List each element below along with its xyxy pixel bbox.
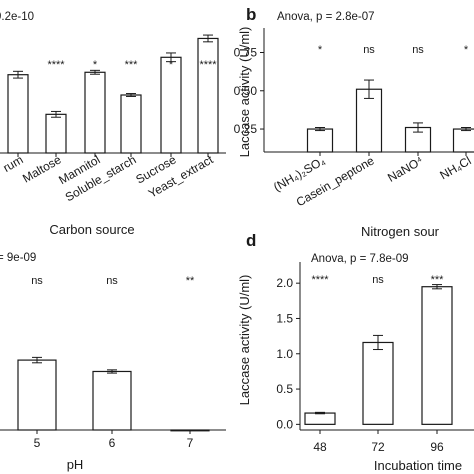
significance-label: ns [372, 274, 384, 286]
anova-annotation: Anova, p = 2.8e-07 [277, 11, 375, 23]
significance-label: **** [199, 59, 217, 71]
x-tick-label: NH₄Cl [437, 153, 473, 182]
panel-2: 0.250.500.75 *(NH₄)₂SO₄nsCasein_peptonens… [234, 5, 474, 239]
bar [45, 113, 67, 154]
significance-label: * [169, 59, 174, 71]
y-tick-label: 0.0 [276, 417, 293, 431]
significance-label: **** [311, 274, 329, 286]
y-tick-label: 1.0 [276, 347, 293, 361]
x-tick-label: 96 [430, 440, 444, 454]
significance-label: ns [106, 275, 118, 287]
panel-letter: b [246, 5, 256, 24]
bar [421, 286, 453, 425]
y-tick-label: 2.0 [276, 276, 293, 290]
anova-annotation: = 9e-09 [0, 252, 36, 264]
x-tick-label: Maltose [20, 152, 64, 185]
x-axis-title: Nitrogen sour [361, 224, 440, 239]
x-tick-label: 7 [187, 436, 194, 450]
bar [160, 56, 182, 154]
bar [306, 128, 334, 153]
bar [17, 359, 57, 431]
anova-annotation: Anova, p = 7.8e-09 [311, 253, 409, 265]
significance-label: ** [186, 275, 195, 287]
y-axis-title: Laccase activity (U/ml) [237, 275, 252, 406]
panel-1: rum****Maltose*Mannitol***Soluble_starch… [0, 11, 226, 237]
x-tick-label: 48 [313, 440, 327, 454]
bar [120, 94, 142, 154]
panel-4: 0.0 0.5 1.0 1.5 2.0 **** 48 ns 72 *** 96 Anova, p =… [237, 231, 474, 473]
x-tick-label: 72 [371, 440, 385, 454]
bar [452, 128, 474, 153]
bar [197, 37, 219, 154]
y-tick-label: 0.25 [234, 122, 258, 136]
x-axis-title: pH [67, 457, 84, 472]
significance-label: * [318, 44, 323, 56]
y-axis-title: Laccase activity (U/ml) [237, 27, 252, 158]
x-tick-label: 6 [109, 436, 116, 450]
bar [362, 341, 394, 425]
significance-label: ns [412, 44, 424, 56]
x-axis-title: Incubation time [374, 458, 462, 473]
bar [304, 412, 336, 425]
y-tick-label: 0.5 [276, 382, 293, 396]
x-tick-label: 5 [34, 436, 41, 450]
x-axis-title: Carbon source [49, 222, 134, 237]
y-tick-label: 1.5 [276, 311, 293, 325]
bar [7, 74, 29, 154]
y-tick-label: 0.50 [234, 84, 258, 98]
panel-letter: d [246, 231, 256, 250]
y-tick-label: 0.75 [234, 45, 258, 59]
bar [84, 71, 106, 154]
anova-annotation: 9.2e-10 [0, 11, 34, 23]
significance-label: * [93, 59, 98, 71]
x-tick-label: NaNO⁴ [385, 153, 425, 184]
bar [92, 370, 132, 431]
significance-label: * [464, 44, 469, 56]
significance-label: ns [31, 275, 43, 287]
significance-label: **** [47, 59, 65, 71]
significance-label: *** [431, 274, 445, 286]
significance-label: *** [125, 59, 139, 71]
panel-3: ns 5 ns 6 ** 7 = 9e-09 pH [0, 252, 226, 472]
significance-label: ns [363, 44, 375, 56]
